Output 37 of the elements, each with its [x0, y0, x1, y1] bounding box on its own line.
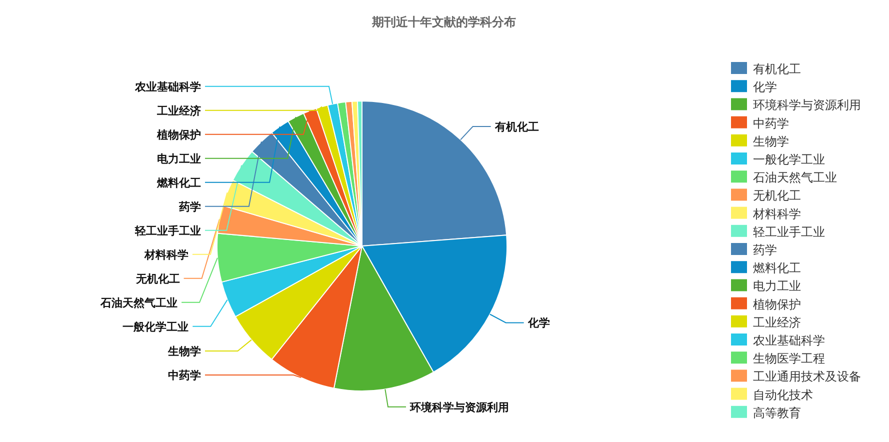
chart-title: 期刊近十年文献的学科分布	[371, 15, 516, 29]
slice-label: 工业经济	[156, 104, 201, 118]
slice-label: 药学	[178, 200, 201, 214]
slice-label: 农业基础科学	[134, 80, 201, 94]
legend-label: 电力工业	[753, 279, 801, 294]
slice-label: 燃料化工	[156, 176, 201, 190]
legend-label: 有机化工	[753, 62, 801, 76]
slice-label: 生物学	[167, 345, 201, 358]
legend-label: 环境科学与资源利用	[753, 98, 861, 112]
legend-label: 高等教育	[753, 406, 801, 420]
slice-label: 化学	[526, 316, 550, 330]
slice-label: 电力工业	[157, 152, 201, 166]
slice-label: 环境科学与资源利用	[409, 400, 510, 414]
legend-label: 一般化学工业	[753, 152, 825, 166]
slice-label: 石油天然气工业	[100, 296, 178, 310]
legend-label: 轻工业手工业	[753, 224, 825, 239]
legend-label: 工业经济	[753, 315, 801, 330]
slice-label: 植物保护	[156, 128, 201, 142]
legend-label: 植物保护	[753, 297, 801, 312]
legend-label: 无机化工	[753, 188, 801, 203]
legend-label: 燃料化工	[753, 261, 801, 276]
legend-label: 中药学	[753, 116, 789, 130]
legend-label: 药学	[753, 243, 777, 257]
slice-label: 中药学	[168, 369, 201, 382]
legend-label: 自动化技术	[753, 388, 813, 402]
slice-label: 有机化工	[494, 120, 539, 134]
slice-label: 轻工业手工业	[134, 224, 201, 238]
legend-label: 生物医学工程	[753, 352, 825, 366]
legend-label: 工业通用技术及设备	[753, 370, 861, 384]
legend-label: 化学	[753, 80, 777, 94]
legend-label: 材料科学	[752, 206, 801, 221]
legend-label: 生物学	[753, 134, 789, 148]
slice-label: 无机化工	[134, 272, 180, 286]
slice-label: 一般化学工业	[122, 320, 189, 334]
legend-label: 农业基础科学	[753, 334, 825, 348]
legend-label: 石油天然气工业	[753, 170, 837, 185]
slice-label: 材料科学	[143, 248, 188, 262]
